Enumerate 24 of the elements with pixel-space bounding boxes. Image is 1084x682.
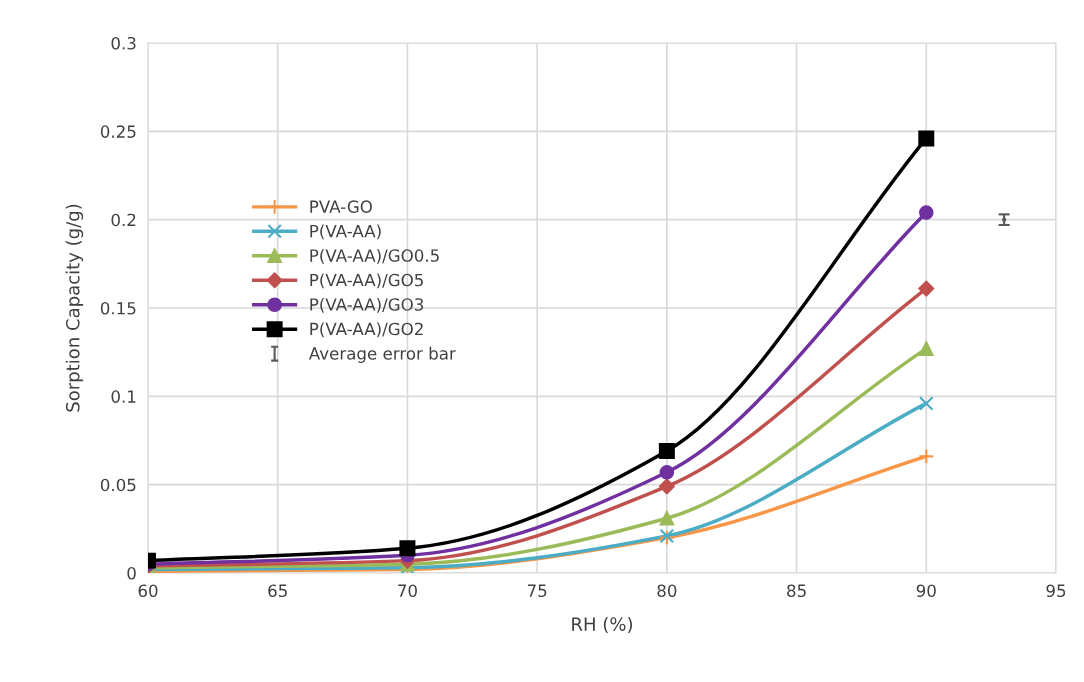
x-tick-label: 85 xyxy=(787,584,806,598)
legend-label: P(VA-AA) xyxy=(310,224,381,240)
y-tick-label: 0 xyxy=(127,566,136,580)
y-tick-label: 0.05 xyxy=(100,478,136,492)
y-tick-label: 0.25 xyxy=(100,125,136,138)
legend-label: Average error bar xyxy=(308,346,456,363)
x-tick-label: 70 xyxy=(398,584,417,598)
y-tick-label: 0.15 xyxy=(100,301,136,315)
x-tick-label: 95 xyxy=(1046,584,1066,598)
legend-label: P(VA-AA)/GO5 xyxy=(310,273,423,289)
y-tick-label: 0.2 xyxy=(111,213,136,227)
legend-label: P(VA-AA)/GO2 xyxy=(310,322,423,338)
x-axis-title: RH (%) xyxy=(572,616,632,634)
x-tick-label: 75 xyxy=(527,584,547,598)
legend-label: PVA-GO xyxy=(310,200,372,213)
x-tick-label: 65 xyxy=(268,584,287,598)
y-axis-title: Sorption Capacity (g/g) xyxy=(65,204,84,412)
legend-label: P(VA-AA)/GO3 xyxy=(310,297,424,313)
x-tick-label: 60 xyxy=(138,584,158,598)
y-tick-label: 0.3 xyxy=(111,36,136,50)
x-tick-label: 90 xyxy=(916,584,936,598)
x-tick-label: 80 xyxy=(657,584,677,598)
legend-label: P(VA-AA)/GO0.5 xyxy=(310,248,439,264)
y-tick-label: 0.1 xyxy=(111,390,136,403)
